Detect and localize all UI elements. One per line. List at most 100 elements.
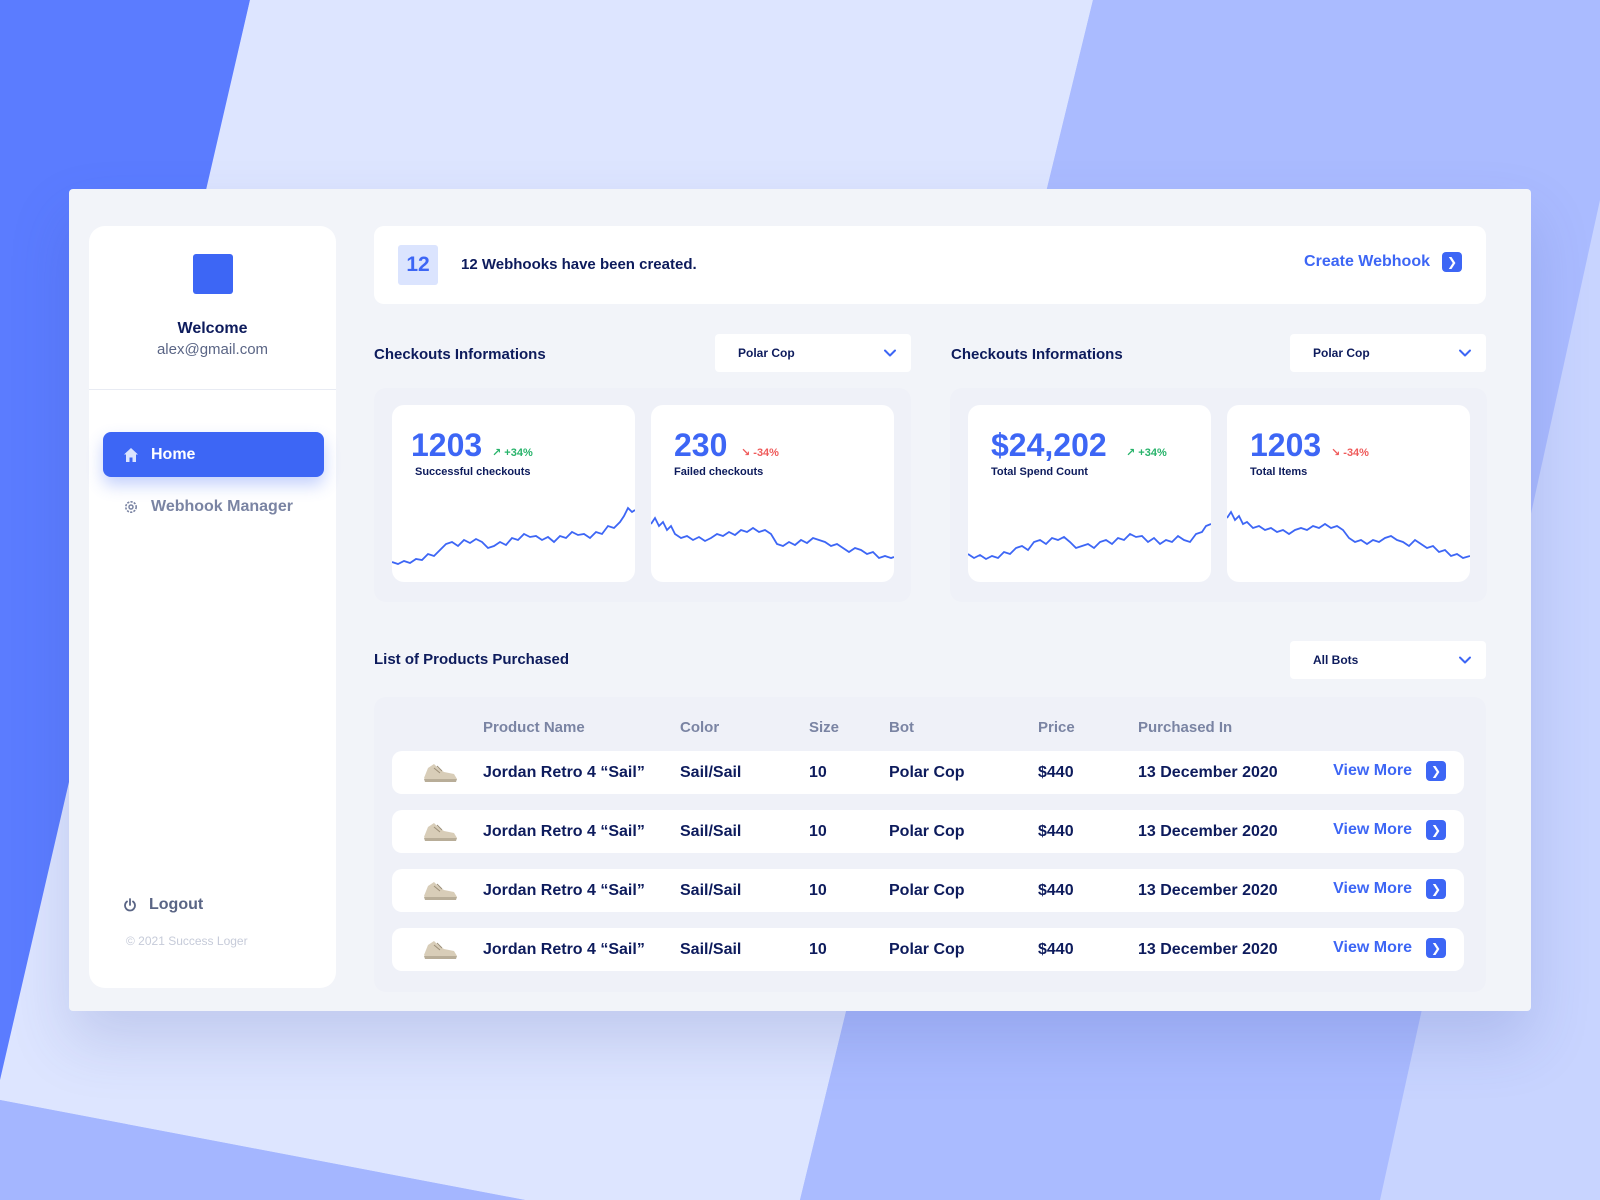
chevron-down-icon — [884, 349, 896, 357]
view-more-button[interactable]: View More ❯ — [1333, 938, 1446, 958]
create-webhook-label: Create Webhook — [1304, 253, 1430, 270]
webhook-summary-bar: 12 12 Webhooks have been created. Create… — [374, 226, 1486, 304]
table-row: Jordan Retro 4 “Sail” Sail/Sail 10 Polar… — [392, 928, 1464, 971]
sidebar-item-home[interactable]: Home — [103, 432, 324, 477]
stat-delta: ↗ +34% — [492, 447, 533, 459]
column-header: Bot — [889, 719, 914, 736]
bot-select[interactable]: Polar Cop — [715, 334, 911, 372]
create-webhook-button[interactable]: Create Webhook ❯ — [1304, 252, 1462, 272]
bot-select-value: Polar Cop — [738, 346, 795, 360]
column-header: Price — [1038, 719, 1075, 736]
copyright: © 2021 Success Loger — [126, 934, 248, 948]
product-bot: Polar Cop — [889, 882, 965, 899]
product-color: Sail/Sail — [680, 764, 742, 781]
trend-up-icon: ↗ — [1126, 447, 1136, 459]
section-title: Checkouts Informations — [951, 346, 1123, 363]
webhook-count-badge: 12 — [398, 245, 438, 285]
purchase-date: 13 December 2020 — [1138, 882, 1278, 899]
power-icon — [124, 898, 136, 912]
view-more-label: View More — [1333, 939, 1412, 956]
column-header: Purchased In — [1138, 719, 1233, 736]
product-color: Sail/Sail — [680, 941, 742, 958]
checkouts-panel: $24,202 ↗ +34% Total Spend Count 1203 ↘ … — [950, 388, 1487, 602]
stat-card: 230 ↘ -34% Failed checkouts — [651, 405, 894, 582]
stat-delta: ↘ -34% — [1331, 447, 1369, 459]
section-title: List of Products Purchased — [374, 651, 570, 668]
table-row: Jordan Retro 4 “Sail” Sail/Sail 10 Polar… — [392, 751, 1464, 794]
product-bot: Polar Cop — [889, 764, 965, 781]
view-more-label: View More — [1333, 762, 1412, 779]
view-more-button[interactable]: View More ❯ — [1333, 820, 1446, 840]
view-more-button[interactable]: View More ❯ — [1333, 761, 1446, 781]
sidebar-item-label: Webhook Manager — [151, 497, 293, 515]
stat-value: $24,202 — [991, 427, 1107, 463]
stat-label: Total Items — [1250, 466, 1308, 478]
bot-select[interactable]: Polar Cop — [1290, 334, 1486, 372]
stat-card: 1203 ↗ +34% Successful checkouts — [392, 405, 635, 582]
column-header: Color — [680, 719, 720, 736]
chevron-down-icon — [1459, 349, 1471, 357]
sparkline — [1227, 510, 1470, 559]
product-size: 10 — [809, 764, 827, 781]
logout-button[interactable]: Logout — [123, 896, 203, 914]
sneaker-thumbnail — [424, 823, 457, 841]
stat-label: Failed checkouts — [674, 466, 764, 478]
chevron-down-icon — [1459, 656, 1471, 664]
bot-filter-select[interactable]: All Bots — [1290, 641, 1486, 679]
stat-card: 1203 ↘ -34% Total Items — [1227, 405, 1470, 582]
sidebar-item-label: Home — [151, 445, 196, 463]
chevron-right-icon: ❯ — [1442, 252, 1462, 272]
chevron-right-icon: ❯ — [1426, 879, 1446, 899]
sidebar: Welcome alex@gmail.com Home Webhook Mana… — [89, 226, 336, 988]
product-price: $440 — [1038, 764, 1074, 781]
sidebar-item-webhook-manager[interactable]: Webhook Manager — [103, 484, 324, 529]
stat-card: $24,202 ↗ +34% Total Spend Count — [968, 405, 1211, 582]
view-more-label: View More — [1333, 880, 1412, 897]
view-more-label: View More — [1333, 821, 1412, 838]
sparkline — [392, 506, 635, 565]
logout-label: Logout — [149, 896, 204, 913]
sparkline — [651, 516, 894, 560]
product-color: Sail/Sail — [680, 823, 742, 840]
product-name: Jordan Retro 4 “Sail” — [483, 823, 645, 840]
section-title: Checkouts Informations — [374, 346, 546, 363]
stat-value: 1203 — [411, 427, 483, 463]
home-icon — [124, 447, 138, 462]
product-size: 10 — [809, 882, 827, 899]
logo — [193, 254, 233, 294]
purchase-date: 13 December 2020 — [1138, 941, 1278, 958]
product-color: Sail/Sail — [680, 882, 742, 899]
product-size: 10 — [809, 941, 827, 958]
user-email: alex@gmail.com — [156, 341, 269, 358]
welcome-text: Welcome — [177, 320, 248, 337]
sneaker-thumbnail — [424, 941, 457, 959]
checkouts-panel: 1203 ↗ +34% Successful checkouts 230 ↘ -… — [374, 388, 911, 602]
product-name: Jordan Retro 4 “Sail” — [483, 882, 645, 899]
stat-delta: ↘ -34% — [741, 447, 779, 459]
bot-filter-value: All Bots — [1313, 653, 1359, 667]
sparkline — [968, 523, 1211, 561]
stat-value: 230 — [674, 427, 728, 463]
stat-value: 1203 — [1250, 427, 1322, 463]
product-price: $440 — [1038, 941, 1074, 958]
column-header: Size — [809, 719, 840, 736]
product-price: $440 — [1038, 823, 1074, 840]
sneaker-thumbnail — [424, 764, 457, 782]
stat-label: Total Spend Count — [991, 466, 1088, 478]
chevron-right-icon: ❯ — [1426, 938, 1446, 958]
product-name: Jordan Retro 4 “Sail” — [483, 941, 645, 958]
product-size: 10 — [809, 823, 827, 840]
stat-delta: ↗ +34% — [1126, 447, 1167, 459]
sneaker-thumbnail — [424, 882, 457, 900]
chevron-right-icon: ❯ — [1426, 820, 1446, 840]
trend-down-icon: ↘ — [741, 447, 751, 459]
trend-down-icon: ↘ — [1331, 447, 1341, 459]
product-bot: Polar Cop — [889, 823, 965, 840]
product-price: $440 — [1038, 882, 1074, 899]
view-more-button[interactable]: View More ❯ — [1333, 879, 1446, 899]
app-window: Welcome alex@gmail.com Home Webhook Mana… — [69, 189, 1531, 1011]
gear-icon — [125, 500, 137, 513]
bot-select-value: Polar Cop — [1313, 346, 1370, 360]
webhook-message: 12 Webhooks have been created. — [461, 256, 697, 273]
divider — [89, 389, 336, 390]
